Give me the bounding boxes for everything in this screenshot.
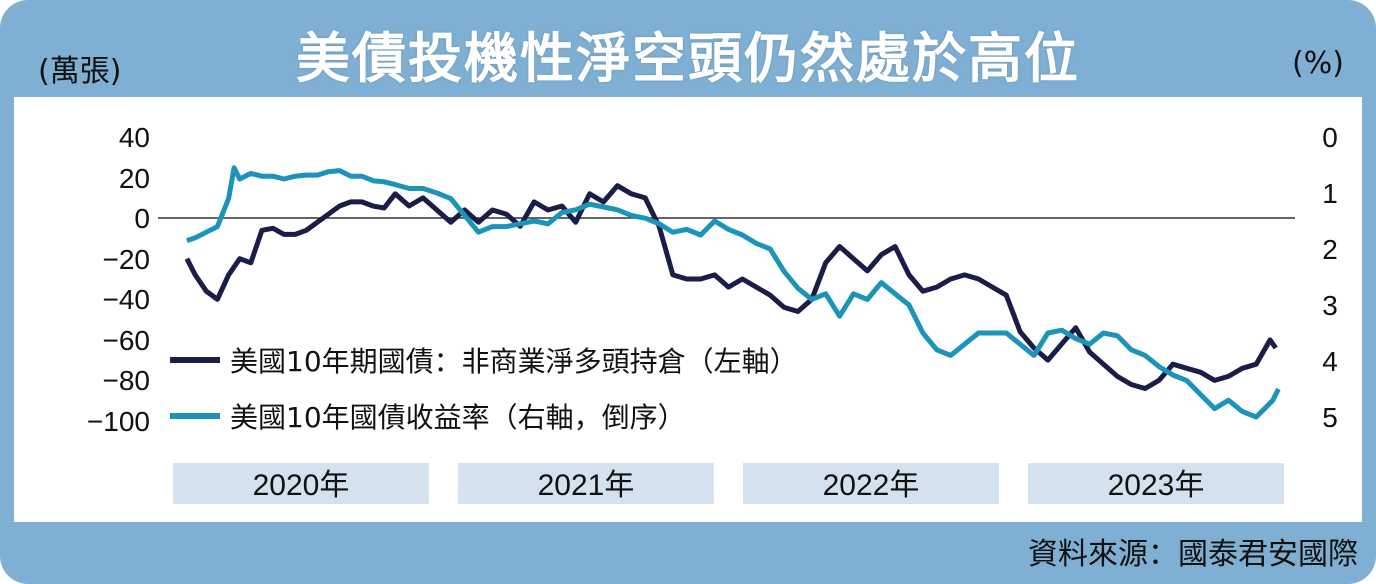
year-label: 2020年 [253,469,350,502]
left-tick-label: −100 [87,406,150,437]
plot-panel [14,97,1362,522]
data-source: 資料來源：國泰君安國際 [1028,537,1358,572]
series-line-net-long-positions [184,183,1278,391]
chart-title: 美債投機性淨空頭仍然處於高位 [296,27,1080,90]
right-tick-label: 5 [1322,402,1338,433]
left-tick-label: 20 [119,163,150,194]
left-axis-ticks: 40 20 0 −20 −40 −60 −80 −100 [87,122,150,437]
year-band [1028,463,1284,504]
left-tick-label: −20 [103,244,151,275]
legend-label-dark: 美國10年期國債：非商業淨多頭持倉（左軸） [230,345,798,378]
year-band [743,463,999,504]
right-tick-label: 0 [1322,122,1338,153]
left-tick-label: −80 [103,365,151,396]
right-tick-label: 3 [1322,290,1338,321]
year-label: 2023年 [1108,469,1205,502]
left-tick-label: 40 [119,122,150,153]
right-axis-ticks: 0 1 2 3 4 5 [1322,122,1338,433]
right-tick-label: 1 [1322,178,1338,209]
legend-label-light: 美國10年國債收益率（右軸，倒序） [230,401,686,434]
right-tick-label: 4 [1322,346,1338,377]
right-tick-label: 2 [1322,234,1338,265]
year-label: 2022年 [823,469,920,502]
left-tick-label: 0 [134,203,150,234]
year-label: 2021年 [538,469,635,502]
year-band [173,463,429,504]
year-band [458,463,714,504]
left-tick-label: −40 [103,284,151,315]
year-axis: 2020年 2021年 2022年 2023年 [173,463,1284,504]
left-tick-label: −60 [103,325,151,356]
legend: 美國10年期國債：非商業淨多頭持倉（左軸） 美國10年國債收益率（右軸，倒序） [170,345,798,434]
right-axis-unit: (%) [1292,46,1344,81]
left-axis-unit: (萬張) [38,54,122,89]
series-line-treasury-yield [186,165,1281,420]
